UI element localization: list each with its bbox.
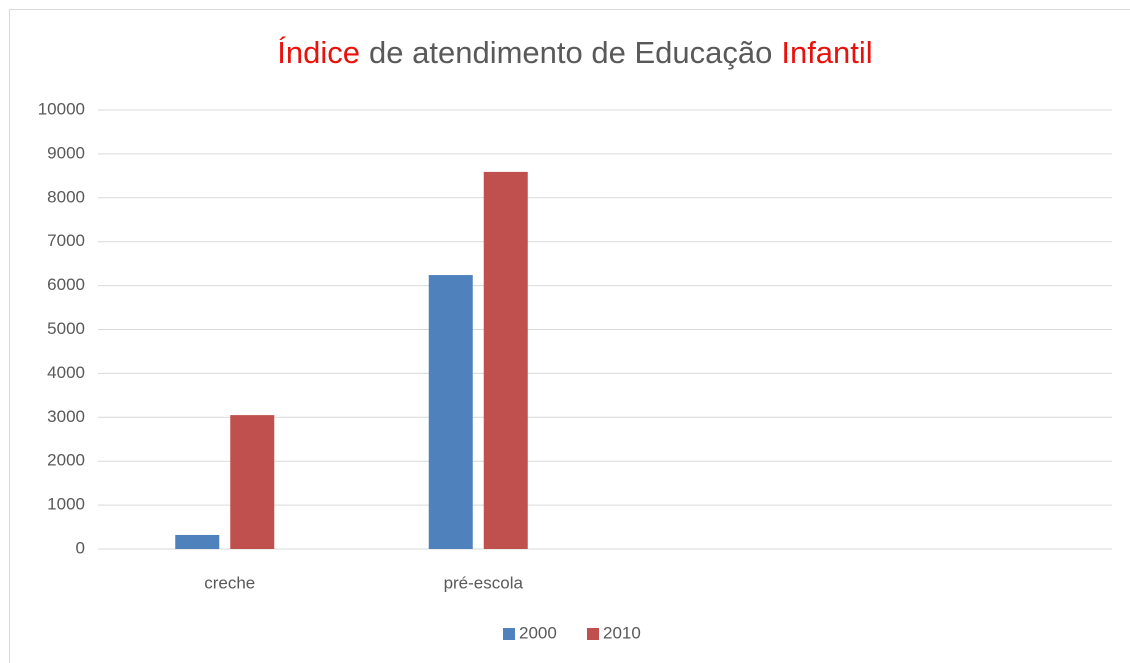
- y-tick-label: 4000: [47, 363, 85, 382]
- legend-label: 2010: [603, 623, 641, 642]
- x-tick-label: pré-escola: [444, 573, 524, 592]
- legend-swatch: [587, 628, 599, 640]
- y-tick-label: 0: [76, 538, 85, 557]
- bar: [175, 534, 220, 549]
- title-part: Índice: [277, 35, 360, 70]
- bar: [428, 275, 473, 549]
- y-tick-label: 10000: [38, 99, 85, 118]
- y-tick-label: 3000: [47, 407, 85, 426]
- title-part: de atendimento de Educação: [369, 35, 772, 70]
- y-tick-label: 5000: [47, 319, 85, 338]
- title-part: Infantil: [781, 35, 872, 70]
- y-tick-label: 9000: [47, 143, 85, 162]
- y-tick-label: 8000: [47, 187, 85, 206]
- y-tick-label: 6000: [47, 275, 85, 294]
- legend-label: 2000: [519, 623, 557, 642]
- legend-swatch: [503, 628, 515, 640]
- y-tick-label: 1000: [47, 495, 85, 514]
- chart-title: Índice de atendimento de Educação Infantil: [277, 35, 872, 70]
- bar: [483, 171, 528, 550]
- x-tick-label: creche: [204, 573, 255, 592]
- y-tick-label: 2000: [47, 451, 85, 470]
- bar: [230, 415, 275, 549]
- chart-border: [9, 9, 1130, 663]
- y-tick-label: 7000: [47, 231, 85, 250]
